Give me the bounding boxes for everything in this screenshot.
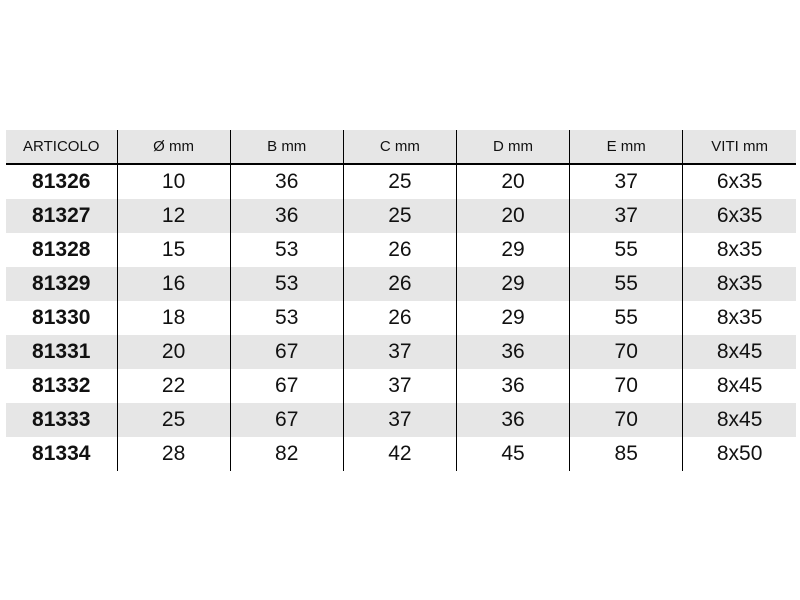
table-row: 81328 15 53 26 29 55 8x35	[6, 233, 796, 267]
column-header: B mm	[229, 130, 344, 165]
column-header: ARTICOLO	[6, 130, 117, 165]
table-cell: 6x35	[682, 199, 796, 233]
table-cell: 26	[342, 301, 457, 335]
table-cell: 8x50	[682, 437, 796, 471]
table-cell: 37	[342, 335, 457, 369]
article-code-cell: 81329	[6, 267, 117, 301]
table-cell: 8x35	[682, 267, 796, 301]
dimensions-table: ARTICOLO Ø mm B mm C mm D mm E mm VITI mm 8132…	[6, 130, 796, 471]
table-cell: 8x35	[682, 301, 796, 335]
table-cell: 26	[342, 267, 457, 301]
table-cell: 67	[229, 403, 344, 437]
table-cell: 29	[455, 267, 570, 301]
table-row: 81329 16 53 26 29 55 8x35	[6, 267, 796, 301]
table-row: 81327 12 36 25 20 37 6x35	[6, 199, 796, 233]
table-cell: 20	[455, 199, 570, 233]
table-cell: 6x35	[682, 164, 796, 199]
table-cell: 20	[455, 164, 570, 199]
article-code-cell: 81328	[32, 238, 91, 261]
table-cell: 53	[229, 267, 344, 301]
table-cell: 42	[342, 437, 457, 471]
table-cell: 29	[455, 233, 570, 267]
table-cell: 18	[116, 301, 231, 335]
table-cell: 22	[116, 369, 231, 403]
table-cell: 67	[229, 369, 344, 403]
table-cell: 55	[569, 301, 683, 335]
table-cell: 70	[569, 369, 683, 403]
table-row: 81332 22 67 37 36 70 8x45	[6, 369, 796, 403]
table-cell: 37	[569, 164, 683, 199]
table-cell: 8x45	[682, 403, 796, 437]
table-cell: 45	[455, 437, 570, 471]
article-code-cell: 81333	[6, 403, 117, 437]
table-cell: 37	[342, 369, 457, 403]
table-cell: 8x45	[682, 335, 796, 369]
table-cell: 15	[116, 233, 231, 267]
column-header: D mm	[455, 130, 570, 165]
table-cell: 37	[569, 199, 683, 233]
header-row: ARTICOLO Ø mm B mm C mm D mm E mm VITI mm	[6, 130, 796, 165]
table-row: 81334 28 82 42 45 85 8x50	[6, 437, 796, 471]
table-cell: 25	[342, 199, 457, 233]
column-header: Ø mm	[116, 130, 231, 165]
article-code-cell: 81331	[6, 335, 117, 369]
table-cell: 10	[116, 164, 231, 199]
table-row: 81330 18 53 26 29 55 8x35	[6, 301, 796, 335]
table-cell: 53	[229, 233, 344, 267]
article-code-cell: 81332	[32, 374, 91, 397]
table-cell: 70	[569, 403, 683, 437]
table-cell: 28	[116, 437, 231, 471]
article-code-cell: 81326	[32, 170, 91, 193]
article-code-cell: 81327	[6, 199, 117, 233]
table-cell: 36	[455, 335, 570, 369]
table-cell: 82	[229, 437, 344, 471]
table-row: 81326 10 36 25 20 37 6x35	[6, 164, 796, 199]
table-cell: 16	[116, 267, 231, 301]
table-cell: 26	[342, 233, 457, 267]
table-cell: 20	[116, 335, 231, 369]
table-cell: 36	[455, 403, 570, 437]
table-cell: 36	[229, 164, 344, 199]
table-cell: 85	[569, 437, 683, 471]
column-header: VITI mm	[682, 130, 796, 165]
table-cell: 55	[569, 233, 683, 267]
table-cell: 70	[569, 335, 683, 369]
table-cell: 67	[229, 335, 344, 369]
table-cell: 29	[455, 301, 570, 335]
table-cell: 12	[116, 199, 231, 233]
table-cell: 25	[342, 164, 457, 199]
table-row: 81331 20 67 37 36 70 8x45	[6, 335, 796, 369]
table-cell: 37	[342, 403, 457, 437]
article-code-cell: 81334	[32, 442, 91, 465]
table-cell: 53	[229, 301, 344, 335]
article-code-cell: 81330	[32, 306, 91, 329]
column-header: E mm	[569, 130, 683, 165]
table-cell: 36	[229, 199, 344, 233]
table-cell: 55	[569, 267, 683, 301]
table-cell: 8x45	[682, 369, 796, 403]
table-cell: 36	[455, 369, 570, 403]
table-cell: 25	[116, 403, 231, 437]
table-cell: 8x35	[682, 233, 796, 267]
column-header: C mm	[342, 130, 457, 165]
table-row: 81333 25 67 37 36 70 8x45	[6, 403, 796, 437]
